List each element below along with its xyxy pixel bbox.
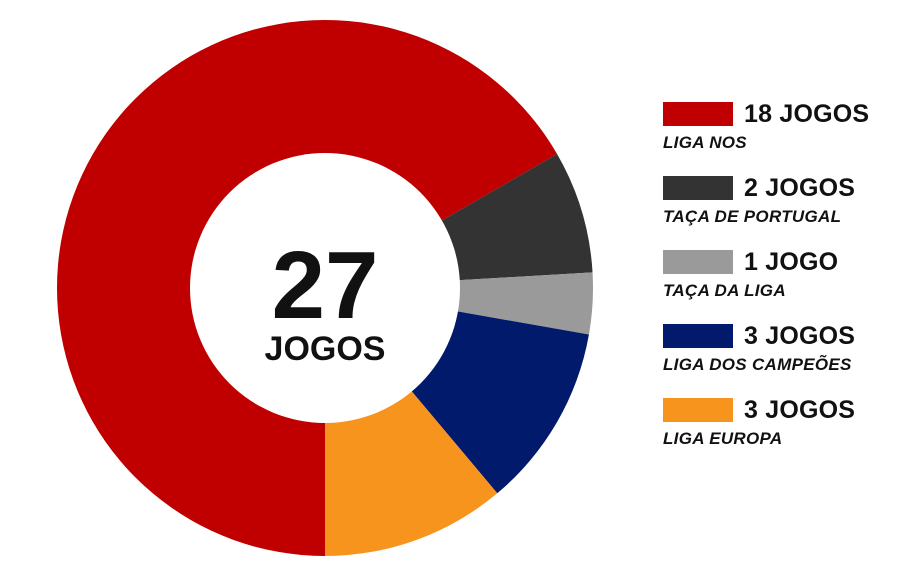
legend-count: 3 JOGOS [744, 321, 856, 350]
donut-hole [190, 153, 460, 423]
legend-item-header: 3 JOGOS [663, 320, 903, 352]
legend-swatch [663, 102, 733, 126]
legend-item: 3 JOGOS LIGA EUROPA [663, 394, 903, 468]
legend-count: 1 JOGO [744, 247, 839, 276]
legend-swatch [663, 176, 733, 200]
legend-item: 3 JOGOS LIGA DOS CAMPEÕES [663, 320, 903, 394]
legend-competition: TAÇA DA LIGA [663, 281, 786, 300]
legend-swatch [663, 324, 733, 348]
legend: 18 JOGOS LIGA NOS 2 JOGOS TAÇA DE PORTUGAL 1… [663, 98, 903, 468]
legend-item-header: 2 JOGOS [663, 172, 903, 204]
legend-count: 18 JOGOS [744, 99, 870, 128]
legend-competition: LIGA DOS CAMPEÕES [663, 355, 852, 374]
legend-swatch [663, 398, 733, 422]
legend-competition: LIGA NOS [663, 133, 747, 152]
legend-item-header: 3 JOGOS [663, 394, 903, 426]
center-total-number: 27 [272, 232, 379, 339]
legend-item-header: 18 JOGOS [663, 98, 903, 130]
legend-swatch [663, 250, 733, 274]
legend-count: 3 JOGOS [744, 395, 856, 424]
legend-item: 1 JOGO TAÇA DA LIGA [663, 246, 903, 320]
legend-count: 2 JOGOS [744, 173, 856, 202]
legend-item: 18 JOGOS LIGA NOS [663, 98, 903, 172]
legend-competition: TAÇA DE PORTUGAL [663, 207, 842, 226]
center-total-label: JOGOS [265, 330, 386, 368]
legend-item: 2 JOGOS TAÇA DE PORTUGAL [663, 172, 903, 246]
legend-competition: LIGA EUROPA [663, 429, 783, 448]
legend-item-header: 1 JOGO [663, 246, 903, 278]
